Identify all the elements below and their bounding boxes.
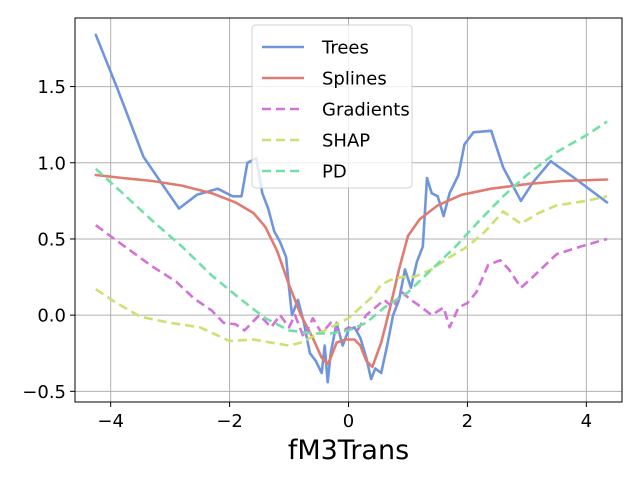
x-tick-label: −2	[216, 411, 243, 432]
series-line-shap	[95, 195, 608, 347]
legend-label-pd: PD	[322, 162, 347, 183]
series-line-splines	[94, 173, 609, 369]
x-axis-label: fM3Trans	[288, 435, 409, 466]
x-tick-label: 0	[343, 411, 354, 432]
y-tick-label: 1.5	[37, 77, 66, 98]
x-tick-label: 2	[462, 411, 473, 432]
series-line-gradients	[95, 224, 608, 340]
x-tick-label: −4	[97, 411, 124, 432]
axis-ticks: −4 −2 0 2 4 −0.5 0.0 0.5 1.0 1.5	[22, 77, 592, 432]
legend-label-trees: Trees	[321, 38, 369, 59]
series-lines	[94, 33, 609, 384]
legend-label-gradients: Gradients	[322, 100, 410, 121]
x-tick-label: 4	[581, 411, 592, 432]
series-line-pd	[94, 120, 608, 335]
legend-label-splines: Splines	[322, 69, 387, 90]
legend-label-shap: SHAP	[322, 131, 370, 152]
y-tick-label: 0.0	[37, 306, 66, 327]
legend-box	[251, 24, 413, 189]
y-tick-label: 1.0	[37, 153, 66, 174]
y-tick-label: 0.5	[37, 229, 66, 250]
legend: Trees Splines Gradients SHAP PD	[251, 24, 413, 189]
y-tick-label: −0.5	[22, 382, 66, 403]
